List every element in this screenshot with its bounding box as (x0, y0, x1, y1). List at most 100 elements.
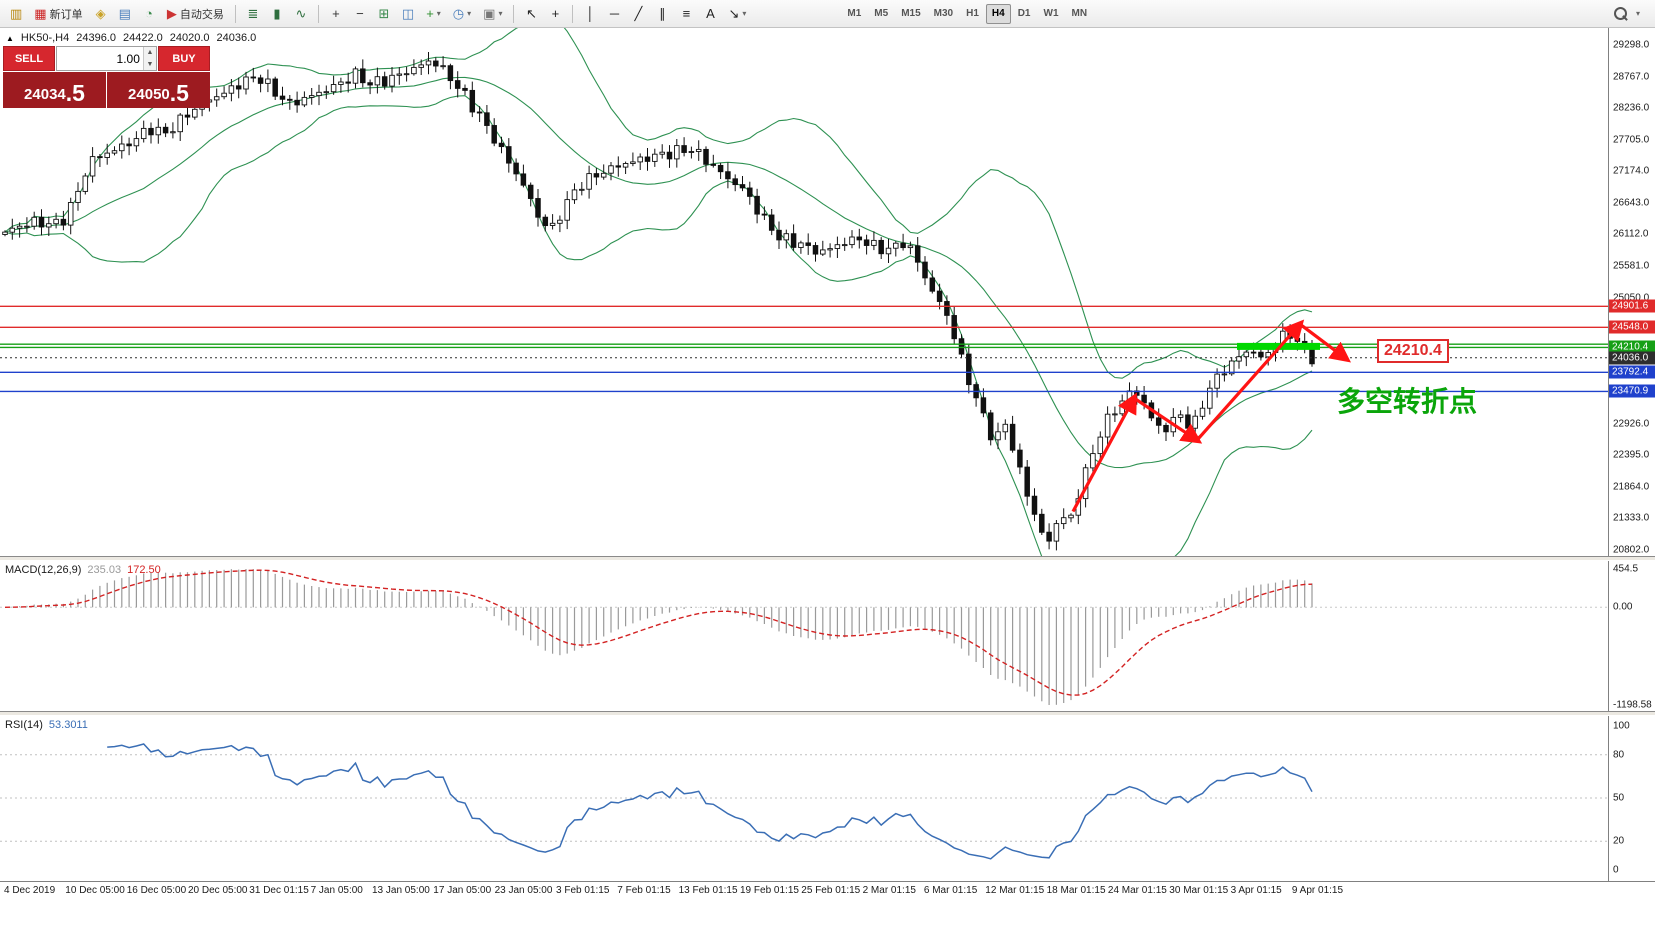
arrow-objects-icon[interactable]: ↘ ▾ (723, 3, 751, 25)
timeframe-h4[interactable]: H4 (985, 3, 1011, 24)
sell-button[interactable]: SELL (3, 46, 55, 71)
volume-down-icon[interactable]: ▼ (143, 58, 156, 70)
candlestick-chart[interactable] (0, 28, 1608, 556)
timeframe-m5[interactable]: M5 (874, 8, 889, 19)
cursor-icon[interactable]: ↖ (520, 3, 542, 25)
macd-label: MACD(12,26,9) (5, 564, 82, 576)
crosshair-icon: + (551, 6, 560, 21)
zoom-out-icon: − (356, 6, 364, 21)
line-chart-icon[interactable]: ∿ (290, 3, 312, 25)
buy-button[interactable]: BUY (158, 46, 210, 71)
navigator-icon[interactable]: ◈ (90, 3, 112, 25)
price-tick: 21864.0 (1613, 481, 1650, 493)
time-label: 24 Mar 01:15 (1107, 885, 1167, 896)
price-tick: 28767.0 (1613, 71, 1650, 83)
macd-histogram (11, 569, 1313, 705)
time-label: 12 Mar 01:15 (985, 885, 1045, 896)
price-tick: 26643.0 (1613, 197, 1650, 209)
auto-arrange-icon[interactable]: ⊞ (373, 3, 395, 25)
rsi-line (107, 743, 1313, 860)
indicators-icon[interactable]: + ▾ (421, 3, 446, 25)
time-label: 13 Jan 05:00 (372, 885, 430, 896)
time-label: 19 Feb 01:15 (740, 885, 799, 896)
rsi-value: 53.3011 (48, 719, 88, 731)
trendline-icon[interactable]: ╱ (627, 3, 649, 25)
new-order-icon[interactable]: ▥ (5, 3, 27, 25)
sell-price-frac: .5 (65, 80, 85, 106)
price-label-24548.0: 24548.0 (1609, 320, 1655, 334)
macd-panel[interactable]: MACD(12,26,9) 235.03 172.50 454.5 0.00 -11… (0, 561, 1655, 711)
channel-icon[interactable]: ∥ (651, 3, 673, 25)
turning-point-annotation[interactable]: 多空转折点 (1337, 386, 1478, 417)
timeframe-h1[interactable]: H1 (966, 8, 979, 19)
fibonacci-icon: ≡ (682, 6, 691, 21)
zoom-in-icon[interactable]: + (325, 3, 347, 25)
time-label: 2 Mar 01:15 (862, 885, 916, 896)
search-icon[interactable] (1613, 6, 1628, 21)
time-label: 10 Dec 05:00 (65, 885, 125, 896)
chevron-down-icon: ▾ (742, 9, 747, 18)
chevron-down-icon[interactable]: ▾ (1635, 9, 1640, 18)
price-label-23470.9: 23470.9 (1609, 384, 1655, 398)
trend-arrow-3[interactable] (1195, 319, 1305, 442)
rsi-panel[interactable]: RSI(14) 53.3011 100 80 50 20 0 (0, 716, 1655, 881)
timeframe-d1[interactable]: D1 (1017, 8, 1031, 19)
main-chart-panel[interactable]: ▲ HK50-,H4 24396.0 24422.0 24020.0 24036… (0, 28, 1655, 556)
trend-arrow-2[interactable] (1133, 396, 1203, 444)
rsi-tick: 20 (1613, 835, 1625, 847)
price-axis[interactable]: 29298.0 28767.0 28236.0 27705.0 27174.0 26643… (1608, 28, 1655, 556)
timeframe-m1[interactable]: M1 (847, 8, 862, 19)
trend-arrow-4[interactable] (1299, 322, 1351, 363)
price-tick: 22395.0 (1613, 449, 1650, 461)
templates-icon[interactable]: ▣ ▾ (478, 3, 507, 25)
vertical-line-icon: │ (586, 6, 595, 21)
time-label: 7 Feb 01:15 (617, 885, 671, 896)
autotrade-button[interactable]: ▶ 自动交易 (162, 3, 229, 25)
macd-signal-line (4, 569, 1313, 696)
trend-arrow-1[interactable] (1071, 392, 1137, 513)
timeframe-mn[interactable]: MN (1071, 8, 1088, 19)
volume-input[interactable] (57, 47, 143, 70)
tile-windows-icon[interactable]: ◫ (397, 3, 419, 25)
macd-header: MACD(12,26,9) 235.03 172.50 (5, 564, 161, 576)
time-label: 13 Feb 01:15 (678, 885, 738, 896)
panel-splitter[interactable] (0, 556, 1655, 561)
one-click-trading-panel: SELL ▲ ▼ BUY 24034 .5 24050 .5 (3, 46, 210, 108)
macd-signal-value: 172.50 (127, 564, 161, 576)
collapse-triangle-icon[interactable]: ▲ (6, 33, 14, 43)
indicators-icon: + (426, 6, 434, 21)
tile-windows-icon: ◫ (401, 6, 415, 21)
sell-price-display[interactable]: 24034 .5 (3, 72, 106, 108)
bollinger-lower-band (4, 95, 1313, 556)
new-order-button[interactable]: ▦ 新订单 (29, 3, 87, 25)
volume-up-icon[interactable]: ▲ (143, 47, 156, 59)
volume-stepper[interactable]: ▲ ▼ (142, 47, 156, 70)
time-axis[interactable]: 4 Dec 2019 10 Dec 05:00 16 Dec 05:00 20 Dec… (0, 881, 1655, 901)
panel-splitter[interactable] (0, 711, 1655, 716)
periods-icon[interactable]: ◷ ▾ (448, 3, 476, 25)
horizontal-line-icon[interactable]: ─ (603, 3, 625, 25)
chart-ohlc-header: ▲ HK50-,H4 24396.0 24422.0 24020.0 24036… (6, 32, 256, 44)
terminal-icon[interactable]: ▤ (114, 3, 136, 25)
crosshair-icon[interactable]: + (544, 3, 566, 25)
zoom-out-icon[interactable]: − (349, 3, 371, 25)
timeframe-switcher: M1 M5 M15 M30 H1 H4 D1 W1 MN (841, 3, 1093, 24)
arrow-objects-icon: ↘ (728, 6, 740, 21)
buy-price-display[interactable]: 24050 .5 (107, 72, 210, 108)
bar-chart-icon[interactable]: ≣ (242, 3, 264, 25)
text-label-icon[interactable]: A (699, 3, 721, 25)
vertical-line-icon[interactable]: │ (579, 3, 601, 25)
fibonacci-icon[interactable]: ≡ (675, 3, 697, 25)
sell-price-main: 24034 (24, 86, 66, 104)
templates-icon: ▣ (483, 6, 496, 21)
price-callout-box[interactable]: 24210.4 (1377, 339, 1449, 363)
timeframe-m30[interactable]: M30 (933, 8, 954, 19)
price-label-24901.6: 24901.6 (1609, 299, 1655, 313)
price-tick: 27705.0 (1613, 134, 1650, 146)
navigator-icon: ◈ (95, 6, 106, 21)
timeframe-w1[interactable]: W1 (1043, 8, 1059, 19)
candlestick-chart-icon[interactable]: ▮ (266, 3, 288, 25)
strategy-tester-icon[interactable]: ◔ (138, 3, 160, 25)
macd-main-value: 235.03 (87, 564, 122, 576)
timeframe-m15[interactable]: M15 (901, 8, 921, 19)
